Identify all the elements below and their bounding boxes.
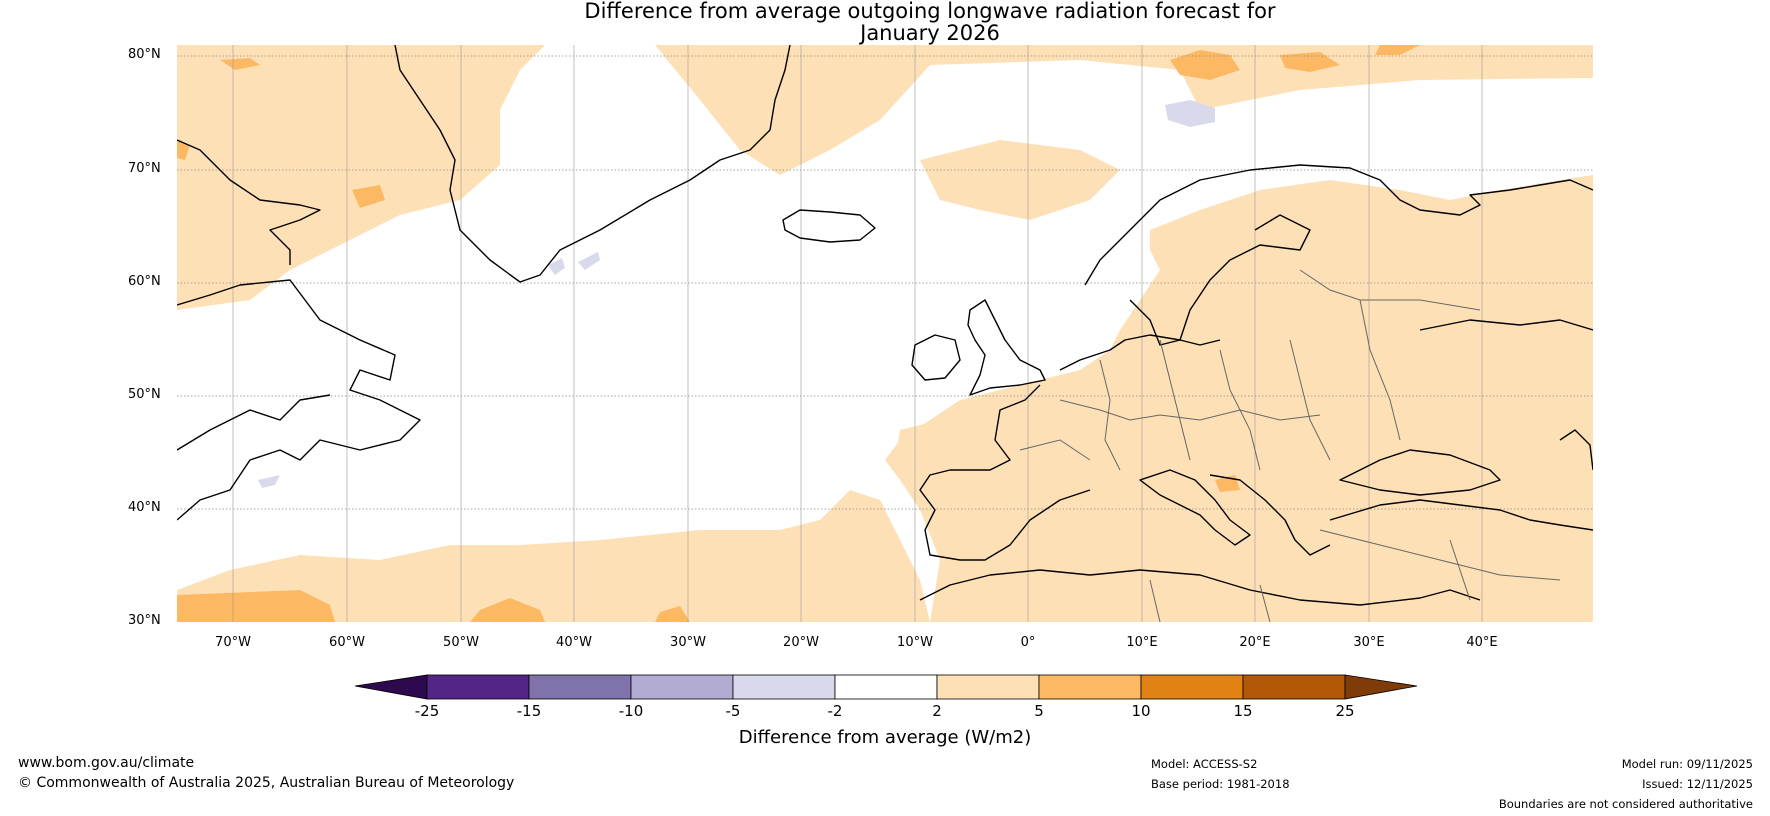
europe-west-coast bbox=[1059, 334, 1221, 371]
lon-label-40e: 40°E bbox=[1466, 635, 1498, 650]
footer-website: www.bom.gov.au/climate bbox=[18, 755, 195, 771]
colorbar-tick-label: -15 bbox=[516, 702, 542, 720]
sweden-coast bbox=[1129, 214, 1311, 346]
anomaly-light-purple bbox=[258, 100, 1215, 488]
iceland-coast bbox=[782, 209, 876, 243]
lon-label-20e: 20°E bbox=[1239, 635, 1271, 650]
lon-label-30w: 30°W bbox=[670, 635, 706, 650]
turkey-coast bbox=[1329, 499, 1593, 531]
lon-label-10w: 10°W bbox=[897, 635, 933, 650]
great-britain-coast bbox=[967, 299, 1046, 396]
colorbar-segment bbox=[630, 674, 734, 700]
caspian-coast bbox=[1559, 429, 1593, 471]
footer-disclaimer: Boundaries are not considered authoritat… bbox=[1498, 797, 1753, 811]
colorbar-tick-label: 15 bbox=[1233, 702, 1253, 720]
colorbar-segment bbox=[1242, 674, 1346, 700]
lon-label-50w: 50°W bbox=[443, 635, 479, 650]
lon-label-10e: 10°E bbox=[1126, 635, 1158, 650]
map-plot-area bbox=[177, 45, 1593, 622]
lon-label-20w: 20°W bbox=[783, 635, 819, 650]
labrador-coast bbox=[177, 279, 421, 521]
kola-coast bbox=[1419, 319, 1593, 331]
balkans-coast bbox=[1209, 474, 1331, 556]
colorbar-tick-label: 25 bbox=[1335, 702, 1355, 720]
footer-model: Model: ACCESS-S2 bbox=[1151, 757, 1258, 771]
colorbar-segment bbox=[732, 674, 836, 700]
greenland-coast bbox=[394, 45, 791, 283]
africa-north-coast bbox=[919, 569, 1481, 606]
colorbar-segment bbox=[834, 674, 938, 700]
colorbar-segment bbox=[426, 674, 530, 700]
anomaly-light-orange bbox=[177, 45, 1593, 622]
longitude-gridlines bbox=[232, 45, 1483, 622]
lon-label-60w: 60°W bbox=[329, 635, 365, 650]
colorbar-segment bbox=[1140, 674, 1244, 700]
gulf-coast bbox=[177, 394, 331, 451]
latitude-gridlines bbox=[177, 55, 1593, 510]
colorbar-segment bbox=[528, 674, 632, 700]
black-sea-coast bbox=[1339, 449, 1501, 496]
ireland-coast bbox=[911, 334, 961, 381]
colorbar-tick-label: -2 bbox=[827, 702, 843, 720]
map-title-line2: January 2026 bbox=[860, 21, 1000, 45]
lon-label-40w: 40°W bbox=[556, 635, 592, 650]
country-borders bbox=[1019, 269, 1561, 622]
colorbar-extend-low bbox=[354, 674, 428, 700]
france-spain-coast bbox=[919, 384, 1091, 561]
lon-label-30e: 30°E bbox=[1353, 635, 1385, 650]
colorbar-tick-label: 10 bbox=[1131, 702, 1151, 720]
colorbar-tick-label: -10 bbox=[618, 702, 644, 720]
scandinavia-coast bbox=[1084, 164, 1593, 286]
colorbar-tick-label: 2 bbox=[932, 702, 942, 720]
colorbar bbox=[354, 674, 1418, 700]
map-title-line1: Difference from average outgoing longwav… bbox=[584, 0, 1276, 23]
lon-label-70w: 70°W bbox=[215, 635, 251, 650]
colorbar-segment bbox=[1038, 674, 1142, 700]
footer-base-period: Base period: 1981-2018 bbox=[1151, 777, 1290, 791]
colorbar-extend-high bbox=[1344, 674, 1418, 700]
colorbar-tick-label: -5 bbox=[725, 702, 741, 720]
colorbar-tick-label: -25 bbox=[414, 702, 440, 720]
footer-copyright: © Commonwealth of Australia 2025, Austra… bbox=[18, 775, 515, 791]
footer-model-run: Model run: 09/11/2025 bbox=[1621, 757, 1753, 771]
colorbar-tick-label: 5 bbox=[1034, 702, 1044, 720]
baffin-coast bbox=[177, 139, 321, 265]
footer-issued: Issued: 12/11/2025 bbox=[1642, 777, 1753, 791]
coastlines bbox=[177, 45, 1593, 606]
lon-label-0: 0° bbox=[1020, 635, 1036, 650]
colorbar-title: Difference from average (W/m2) bbox=[738, 727, 1032, 748]
anomaly-medium-orange bbox=[177, 45, 1420, 622]
colorbar-segment bbox=[936, 674, 1040, 700]
italy-coast bbox=[1139, 469, 1251, 546]
